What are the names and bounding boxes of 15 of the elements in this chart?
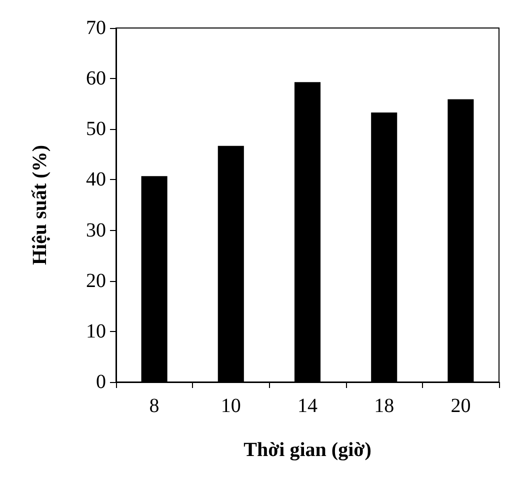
y-tick-label: 60	[86, 68, 106, 90]
x-tick-label: 10	[220, 395, 241, 417]
y-tick-label: 0	[96, 371, 106, 393]
y-tick-label: 50	[86, 118, 106, 140]
y-tick-label: 40	[86, 168, 106, 191]
y-tick-label: 10	[86, 320, 106, 342]
x-axis-title: Thời gian (giờ)	[244, 439, 372, 461]
x-tick-label: 18	[374, 395, 394, 417]
x-tick-label: 20	[450, 395, 471, 417]
y-axis-title: Hiệu suất (%)	[29, 145, 51, 265]
y-tick-label: 20	[86, 270, 106, 292]
y-tick-label: 70	[86, 17, 106, 39]
x-tick-label: 14	[298, 395, 318, 417]
y-tick-label: 30	[86, 219, 106, 242]
x-tick-label: 8	[149, 395, 160, 417]
